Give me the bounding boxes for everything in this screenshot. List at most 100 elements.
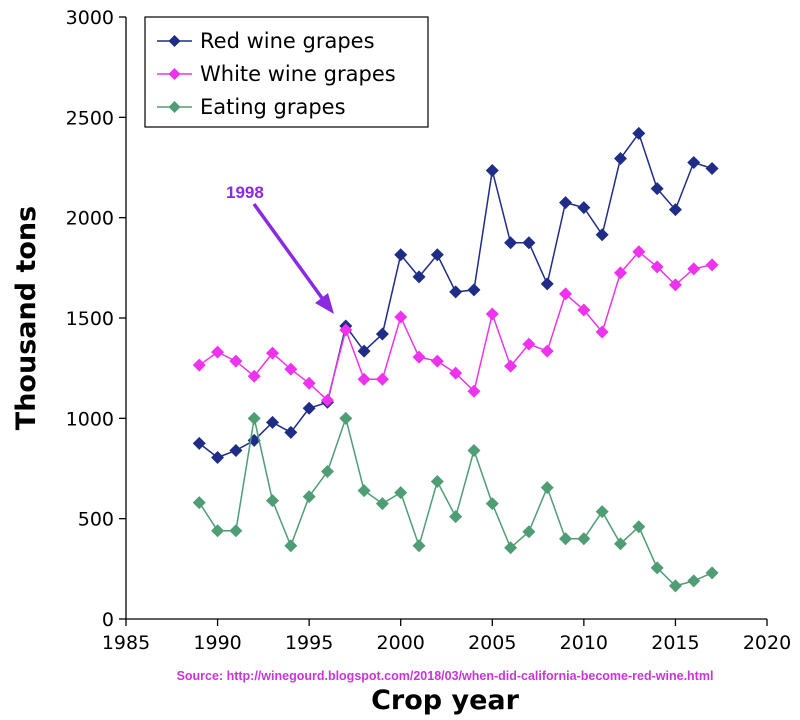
data-point-eating [613, 537, 627, 551]
data-point-white [540, 344, 554, 358]
data-point-white [284, 362, 298, 376]
annotation-arrow-shaft [252, 202, 324, 300]
data-point-eating [266, 494, 280, 508]
data-point-white [577, 303, 591, 317]
data-point-white [357, 372, 371, 386]
legend-marker-white [168, 68, 181, 80]
legend-item-eating: Eating grapes [157, 95, 346, 119]
data-point-white [412, 350, 426, 364]
x-tick-label: 1990 [193, 632, 241, 654]
legend-item-white: White wine grapes [157, 62, 396, 86]
legend-label-red: Red wine grapes [200, 29, 375, 53]
data-point-eating [357, 484, 371, 498]
data-point-red [266, 415, 280, 429]
data-point-white [247, 369, 261, 383]
data-point-white [211, 345, 225, 359]
data-point-red [632, 126, 646, 140]
data-point-white [668, 278, 682, 292]
data-point-white [485, 307, 499, 321]
data-point-white [449, 366, 463, 380]
data-point-red [540, 277, 554, 291]
x-tick-label: 2015 [651, 632, 699, 654]
data-point-white [375, 372, 389, 386]
data-point-eating [467, 443, 481, 457]
data-point-red [430, 248, 444, 262]
x-tick-label: 2000 [377, 632, 425, 654]
data-point-red [211, 450, 225, 464]
data-point-eating [394, 486, 408, 500]
data-point-white [504, 359, 518, 373]
data-point-white [687, 262, 701, 276]
data-point-eating [705, 566, 719, 580]
data-point-white [613, 266, 627, 280]
plot-area: 0 500 1000 1500 2000 2500 3000 1985 1990 1995 2000… [66, 7, 792, 654]
data-point-eating [412, 539, 426, 553]
data-point-white [192, 358, 206, 372]
legend-marker-eating [168, 101, 181, 113]
annotation-arrow-head [315, 293, 334, 314]
data-point-red [613, 151, 627, 165]
data-point-eating [650, 561, 664, 575]
data-point-red [229, 443, 243, 457]
data-point-red [485, 164, 499, 178]
legend-marker-red [168, 35, 181, 47]
data-point-white [430, 354, 444, 368]
data-point-red [412, 270, 426, 284]
x-axis-title: Crop year [371, 685, 520, 716]
x-tick-label: 2005 [468, 632, 516, 654]
data-point-eating [302, 490, 316, 504]
data-point-white [650, 260, 664, 274]
data-point-eating [284, 539, 298, 553]
data-point-eating [577, 532, 591, 546]
data-point-eating [559, 532, 573, 546]
data-point-red [595, 228, 609, 242]
y-axis-title: Thousand tons [11, 206, 42, 430]
data-point-eating [247, 411, 261, 425]
legend: Red wine grapes White wine grapes Eating… [144, 16, 429, 128]
data-point-eating [504, 541, 518, 555]
data-point-eating [687, 574, 701, 588]
data-point-red [302, 401, 316, 415]
data-point-red [394, 248, 408, 262]
y-tick-label: 500 [78, 509, 114, 531]
data-point-red [668, 203, 682, 217]
data-point-white [229, 354, 243, 368]
data-point-eating [449, 510, 463, 524]
legend-item-red: Red wine grapes [157, 29, 375, 53]
series-white [192, 245, 719, 407]
data-point-eating [320, 465, 334, 479]
data-point-white [559, 287, 573, 301]
y-tick-label: 1000 [66, 408, 114, 430]
legend-box [144, 16, 429, 128]
data-point-red [650, 182, 664, 196]
data-point-red [687, 155, 701, 169]
data-point-white [632, 245, 646, 259]
data-point-eating [375, 497, 389, 511]
legend-label-eating: Eating grapes [200, 95, 346, 119]
series-red [192, 126, 719, 464]
data-point-white [705, 258, 719, 272]
data-point-white [394, 310, 408, 324]
data-point-eating [192, 496, 206, 510]
y-tick-label: 1500 [66, 308, 114, 330]
series-layer [192, 126, 719, 593]
data-point-red [375, 327, 389, 341]
data-point-red [357, 344, 371, 358]
data-point-red [504, 236, 518, 250]
data-point-eating [485, 497, 499, 511]
data-point-white [320, 393, 334, 407]
data-point-red [467, 283, 481, 297]
data-point-red [705, 162, 719, 176]
data-point-eating [229, 524, 243, 538]
x-tick-label: 2020 [743, 632, 791, 654]
data-point-red [559, 196, 573, 210]
y-tick-label: 0 [102, 609, 114, 631]
x-tick-label: 1985 [102, 632, 150, 654]
data-point-red [449, 285, 463, 299]
data-point-red [577, 201, 591, 215]
data-point-red [284, 425, 298, 439]
data-point-white [522, 337, 536, 351]
data-point-eating [339, 411, 353, 425]
data-point-white [302, 376, 316, 390]
